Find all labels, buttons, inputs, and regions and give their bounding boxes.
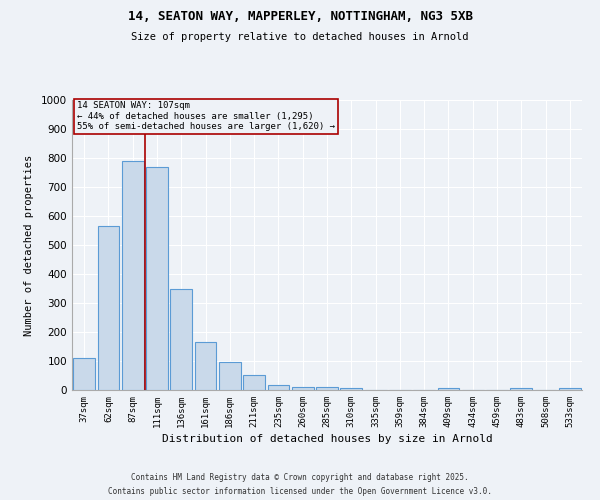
Text: Contains HM Land Registry data © Crown copyright and database right 2025.: Contains HM Land Registry data © Crown c…	[131, 472, 469, 482]
Bar	[170, 288, 192, 390]
Bar	[194, 342, 217, 390]
Bar	[243, 375, 265, 390]
Bar	[559, 388, 581, 390]
Bar	[73, 358, 95, 390]
Bar	[146, 166, 168, 390]
Text: Size of property relative to detached houses in Arnold: Size of property relative to detached ho…	[131, 32, 469, 42]
Bar	[437, 388, 460, 390]
Bar	[316, 386, 338, 390]
Bar	[219, 362, 241, 390]
Text: 14, SEATON WAY, MAPPERLEY, NOTTINGHAM, NG3 5XB: 14, SEATON WAY, MAPPERLEY, NOTTINGHAM, N…	[128, 10, 473, 23]
Bar	[340, 388, 362, 390]
Y-axis label: Number of detached properties: Number of detached properties	[24, 154, 34, 336]
Bar	[268, 385, 289, 390]
Bar	[97, 226, 119, 390]
Bar	[511, 388, 532, 390]
Text: Contains public sector information licensed under the Open Government Licence v3: Contains public sector information licen…	[108, 488, 492, 496]
Text: 14 SEATON WAY: 107sqm
← 44% of detached houses are smaller (1,295)
55% of semi-d: 14 SEATON WAY: 107sqm ← 44% of detached …	[77, 102, 335, 132]
X-axis label: Distribution of detached houses by size in Arnold: Distribution of detached houses by size …	[161, 434, 493, 444]
Bar	[292, 386, 314, 390]
Bar	[122, 161, 143, 390]
